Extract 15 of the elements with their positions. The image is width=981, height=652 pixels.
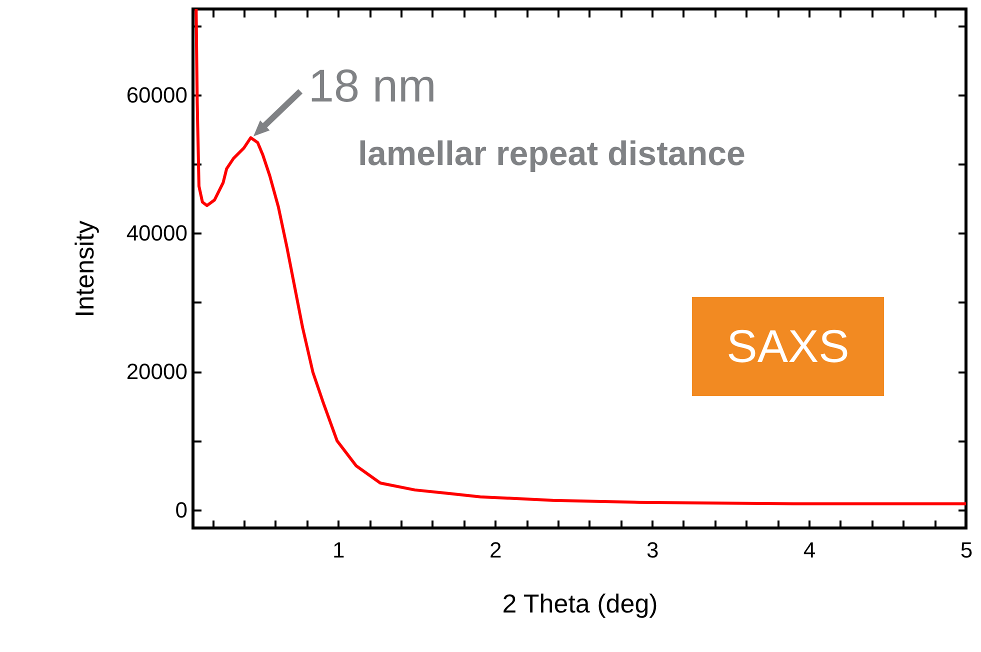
annotation: lamellar repeat distance — [358, 135, 746, 173]
x-tick-label: 4 — [803, 538, 816, 562]
annotation: SAXS — [726, 320, 850, 372]
y-tick-label: 20000 — [126, 359, 188, 384]
x-tick-label: 3 — [646, 538, 659, 562]
y-tick-label: 60000 — [126, 82, 188, 108]
line-series — [194, 9, 966, 506]
x-tick-label: 5 — [960, 538, 973, 562]
y-tick-label: 40000 — [126, 220, 188, 246]
x-tick-label: 2 — [490, 538, 502, 562]
x-tick-label: 1 — [332, 538, 345, 562]
y-axis-title: Intensity — [69, 220, 100, 318]
annotation: 18 nm — [308, 59, 436, 112]
x-axis-title: 2 Theta (deg) — [502, 588, 658, 618]
y-tick-label: 0 — [175, 498, 188, 523]
